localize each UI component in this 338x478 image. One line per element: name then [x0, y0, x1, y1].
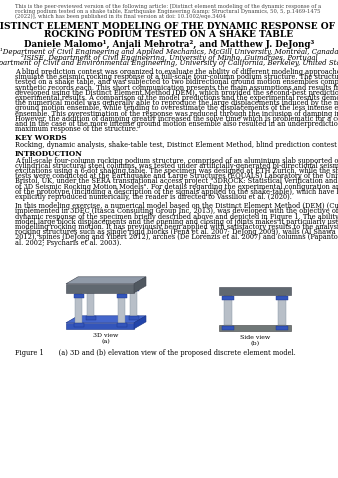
- Text: (b): (b): [250, 341, 260, 346]
- Bar: [222, 326, 234, 330]
- Text: However, the addition of damping greatly increased the solve time which is probl: However, the addition of damping greatly…: [15, 115, 338, 123]
- Text: Bristol, UK, under the SERA transnational access project "3DROCK: Statistical Ve: Bristol, UK, under the SERA transnationa…: [15, 177, 338, 185]
- Bar: [219, 325, 291, 331]
- Text: experimental results. A comparison of the model predictions and the experimental: experimental results. A comparison of th…: [15, 94, 338, 102]
- Text: of the prototype (including a description of the signals applied to the shake-ta: of the prototype (including a descriptio…: [15, 188, 338, 196]
- Text: (2022)], which has been published in its final version at doi: 10.1002/eqe.3404: (2022)], which has been published in its…: [15, 13, 226, 19]
- Bar: [86, 316, 96, 320]
- Text: tests were conducted at the Earthquake and Large Structures (EQUALS) Laboratory : tests were conducted at the Earthquake a…: [15, 172, 338, 180]
- Text: A blind prediction contest was organized to evaluate the ability of different mo: A blind prediction contest was organized…: [15, 68, 338, 76]
- Text: excitations using a 6-dof shaking table. The specimen was designed at ETH Zurich: excitations using a 6-dof shaking table.…: [15, 167, 338, 175]
- Text: dynamic response of the specimen briefly described above and depicted in Figure : dynamic response of the specimen briefly…: [15, 213, 338, 221]
- Text: ground motion ensemble, while tending to overestimate the displacements of the l: ground motion ensemble, while tending to…: [15, 104, 338, 112]
- Polygon shape: [134, 277, 146, 293]
- Bar: [224, 295, 232, 325]
- Bar: [276, 296, 288, 300]
- Text: INTRODUCTION: INTRODUCTION: [15, 150, 83, 158]
- Bar: [130, 286, 137, 316]
- Text: 3D view: 3D view: [93, 333, 119, 338]
- Bar: [276, 326, 288, 330]
- Bar: [129, 316, 139, 320]
- Text: KEY WORDS: KEY WORDS: [15, 134, 67, 142]
- Polygon shape: [66, 277, 146, 284]
- Text: ³Department of Civil and Environmental Engineering, University of California, Be: ³Department of Civil and Environmental E…: [0, 59, 338, 67]
- Text: synthetic records each. This short communication presents the main assumptions a: synthetic records each. This short commu…: [15, 84, 338, 92]
- Text: of 3D Seismic Rocking Motion Models". For details regarding the experimental con: of 3D Seismic Rocking Motion Models". Fo…: [15, 183, 338, 191]
- Text: modelling rocking motion. It has previously been applied with satisfactory resul: modelling rocking motion. It has previou…: [15, 223, 338, 231]
- Text: This is the peer-reviewed version of the following article: [Distinct element mo: This is the peer-reviewed version of the…: [15, 4, 321, 9]
- Bar: [117, 294, 127, 298]
- Text: maximum response of the structure.: maximum response of the structure.: [15, 125, 138, 133]
- Bar: [86, 287, 96, 291]
- Bar: [66, 323, 134, 329]
- Text: tested on a shake table, and was subjected to two bidirectional ground motion en: tested on a shake table, and was subject…: [15, 78, 338, 87]
- Text: ROCKING PODIUM TESTED ON A SHAKE TABLE: ROCKING PODIUM TESTED ON A SHAKE TABLE: [44, 30, 294, 39]
- Bar: [222, 296, 234, 300]
- Bar: [278, 295, 286, 325]
- Text: ¹Department of Civil Engineering and Applied Mechanics, McGill University, Montr: ¹Department of Civil Engineering and App…: [0, 48, 338, 56]
- Text: the numerical model was generally able to reproduce the large displacements indu: the numerical model was generally able t…: [15, 99, 338, 107]
- Text: Side view: Side view: [240, 335, 270, 340]
- Text: explicitly reproduced numerically, the reader is directed to Vassiliou et al. (2: explicitly reproduced numerically, the r…: [15, 193, 292, 201]
- Text: DISTINCT ELEMENT MODELING OF THE DYNAMIC RESPONSE OF A: DISTINCT ELEMENT MODELING OF THE DYNAMIC…: [0, 22, 338, 31]
- Bar: [87, 286, 94, 316]
- Text: simulate the seismic rocking response of a full-scale four-column podium structu: simulate the seismic rocking response of…: [15, 73, 338, 81]
- Text: Daniele Malomo¹, Anjali Mehrotra², and Matthew J. DeJong³: Daniele Malomo¹, Anjali Mehrotra², and M…: [24, 40, 314, 49]
- Text: In this modeling exercise, a numerical model based on the Distinct Element Metho: In this modeling exercise, a numerical m…: [15, 202, 338, 210]
- Text: cylindrical structural steel columns, was tested under artificially-generated bi: cylindrical structural steel columns, wa…: [15, 162, 338, 170]
- Text: (a): (a): [102, 339, 111, 344]
- Text: rocking structures such as single rigid blocks (Peña et al. 2007; DeJong 2009), : rocking structures such as single rigid …: [15, 228, 338, 236]
- Text: developed using the Distinct Element Method (DEM), which provided the second-bes: developed using the Distinct Element Met…: [15, 89, 338, 97]
- Text: ²ISISE, Department of Civil Engineering, University of Minho, Guimarães, Portuga: ²ISISE, Department of Civil Engineering,…: [21, 54, 317, 62]
- Text: Figure 1       (a) 3D and (b) elevation view of the proposed discrete element mo: Figure 1 (a) 3D and (b) elevation view o…: [15, 349, 296, 357]
- Polygon shape: [66, 316, 146, 323]
- Bar: [117, 323, 127, 327]
- Bar: [74, 323, 84, 327]
- Text: al. 2002; Psycharis et al. 2003).: al. 2002; Psycharis et al. 2003).: [15, 239, 121, 247]
- Text: and in the case of the more intense ground motion ensemble also resulted in an u: and in the case of the more intense grou…: [15, 120, 338, 128]
- Bar: [219, 287, 291, 295]
- Bar: [118, 293, 125, 323]
- Text: 2012), spines (DeJong and Yibert 2012), arches (De Lorenzis et al. 2007) and col: 2012), spines (DeJong and Yibert 2012), …: [15, 233, 338, 241]
- Polygon shape: [134, 316, 146, 329]
- Bar: [75, 293, 82, 323]
- Text: rocking podium tested on a shake table, Earthquake Engineering &amp; Structural : rocking podium tested on a shake table, …: [15, 9, 320, 14]
- Text: model large block displacements and the opening and closing of joints makes it p: model large block displacements and the …: [15, 218, 338, 226]
- Text: Rocking, dynamic analysis, shake-table test, Distinct Element Method, blind pred: Rocking, dynamic analysis, shake-table t…: [15, 141, 337, 149]
- Text: ensemble. This overestimation of the response was reduced through the inclusion : ensemble. This overestimation of the res…: [15, 109, 338, 118]
- Bar: [74, 294, 84, 298]
- Text: implemented in 3DEC (Itasca Consulting Group Inc. 2013), was developed with the : implemented in 3DEC (Itasca Consulting G…: [15, 207, 338, 216]
- Text: A full-scale four-column rocking podium structure, comprised of an aluminium sla: A full-scale four-column rocking podium …: [15, 157, 338, 164]
- Bar: [66, 284, 134, 293]
- Bar: [129, 287, 139, 291]
